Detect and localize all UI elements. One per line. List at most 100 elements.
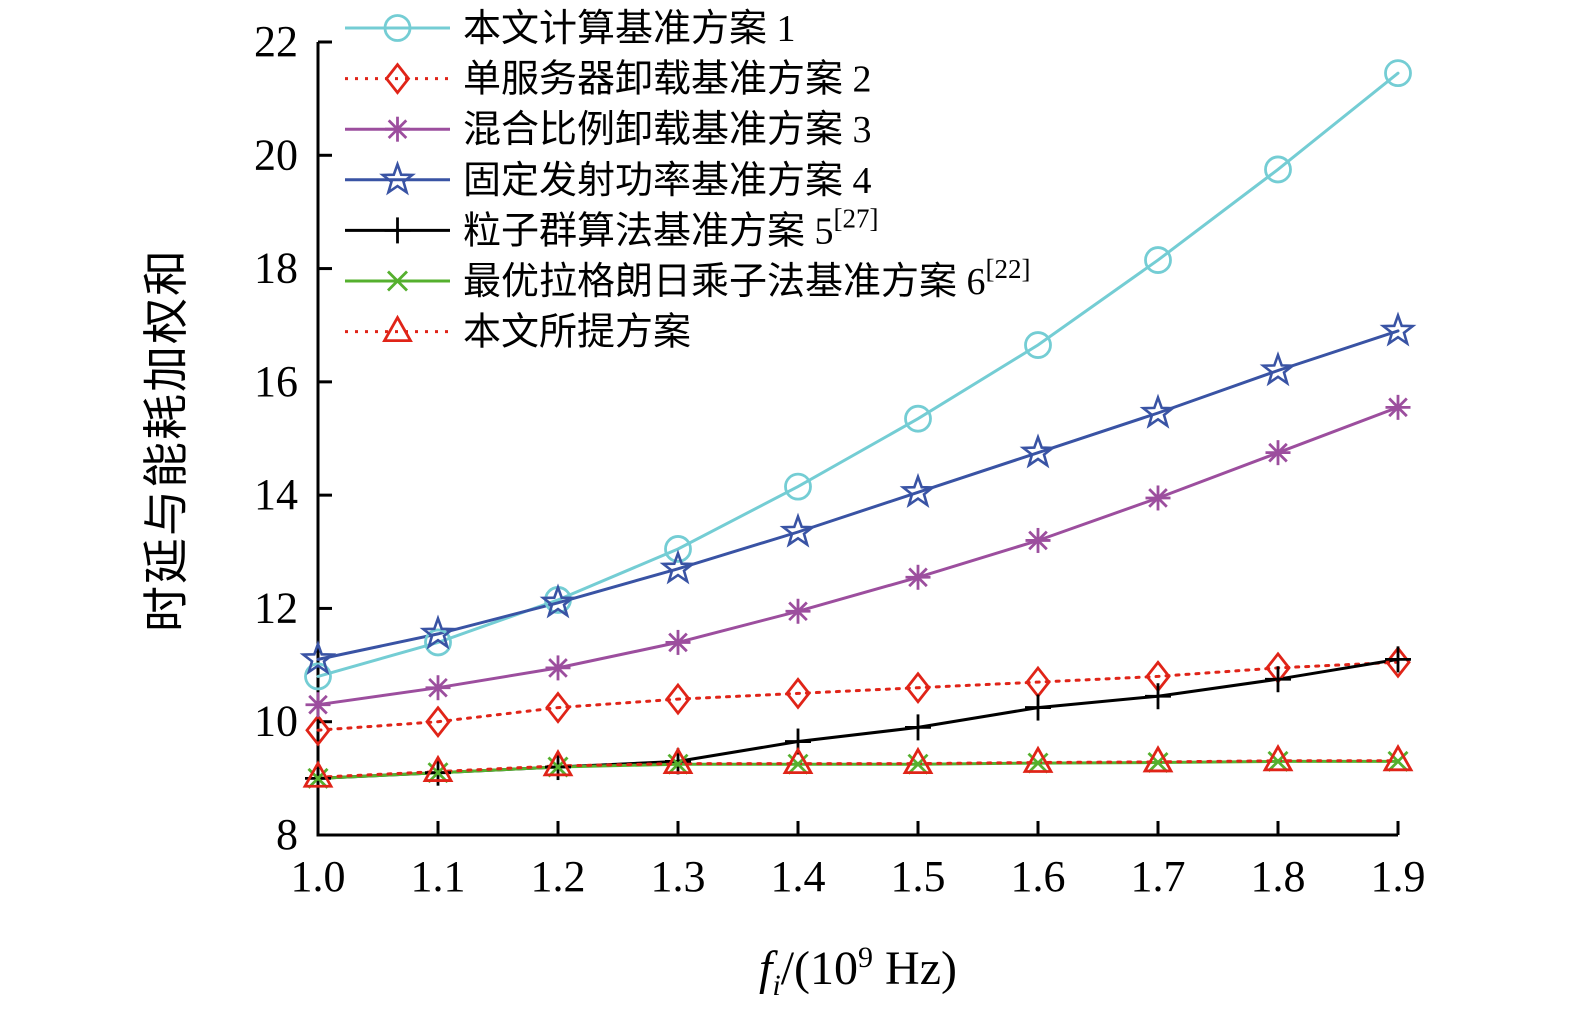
asterisk-marker: [1265, 440, 1291, 466]
diamond-marker: [905, 671, 931, 704]
y-tick-label: 16: [254, 357, 298, 406]
star-marker: [379, 160, 416, 196]
x-tick-label: 1.8: [1251, 852, 1306, 901]
x-axis-title: fi/(109 Hz): [759, 941, 957, 1003]
x-marker: [387, 270, 408, 292]
diamond-marker: [425, 705, 451, 738]
legend-entry: 混合比例卸载基准方案 3: [345, 109, 872, 151]
legend-entry: 最优拉格朗日乘子法基准方案 6[22]: [345, 254, 1031, 303]
triangle-marker: [1382, 743, 1414, 772]
triangle-marker: [1022, 745, 1054, 773]
asterisk-marker: [305, 692, 331, 718]
triangle-marker: [422, 754, 454, 782]
legend-entry: 单服务器卸载基准方案 2: [345, 59, 872, 101]
legend-entry: 本文计算基准方案 1: [345, 8, 796, 50]
plus-marker: [1145, 683, 1171, 710]
legend-label: 粒子群算法基准方案 5[27]: [463, 203, 879, 252]
legend-label: 本文所提方案: [463, 312, 691, 354]
x-tick-label: 1.5: [891, 852, 946, 901]
star-marker: [299, 640, 337, 676]
x-tick-label: 1.1: [411, 852, 466, 901]
x-tick-label: 1.6: [1011, 852, 1066, 901]
star-marker: [659, 549, 697, 585]
y-tick-label: 12: [254, 583, 298, 632]
circle-marker: [304, 662, 332, 691]
asterisk-marker: [1145, 485, 1171, 511]
triangle-marker: [382, 314, 413, 342]
x-marker: [1267, 750, 1289, 772]
series-line: [316, 329, 1400, 661]
x-tick-label: 1.4: [771, 852, 826, 901]
legend-label: 本文计算基准方案 1: [463, 8, 796, 50]
x-marker: [907, 753, 929, 775]
series-line: [316, 660, 1400, 732]
diamond-marker: [305, 713, 331, 747]
x-marker: [1387, 750, 1409, 772]
legend-label: 最优拉格朗日乘子法基准方案 6[22]: [463, 254, 1031, 303]
legend-entry: 固定发射功率基准方案 4: [345, 160, 872, 202]
triangle-marker: [1262, 743, 1294, 772]
asterisk-marker: [905, 564, 931, 590]
legend-entry: 粒子群算法基准方案 5[27]: [345, 203, 879, 252]
x-axis-title-mid: /(10: [780, 942, 859, 996]
y-tick-label: 22: [254, 17, 298, 66]
y-axis-title: 时延与能耗加权和: [141, 248, 192, 632]
x-tick-label: 1.3: [651, 852, 706, 901]
plus-marker: [1265, 666, 1291, 693]
triangle-marker: [542, 749, 574, 777]
legend-label-superscript: [22]: [986, 254, 1031, 284]
circle-marker: [424, 628, 452, 657]
circle-marker: [1144, 246, 1172, 274]
star-marker: [899, 472, 937, 509]
legend-label: 单服务器卸载基准方案 2: [463, 59, 872, 101]
x-marker: [1027, 752, 1049, 774]
circle-marker: [383, 14, 412, 42]
x-axis-title-unit: Hz): [873, 942, 957, 996]
circle-marker: [784, 472, 812, 501]
asterisk-marker: [665, 629, 691, 655]
series-line: [316, 71, 1400, 678]
circle-marker: [904, 404, 932, 433]
y-tick-label: 8: [276, 810, 298, 859]
legend-label: 混合比例卸载基准方案 3: [463, 109, 872, 151]
triangle-marker: [302, 760, 334, 788]
plus-marker: [665, 748, 691, 775]
plus-marker: [1025, 694, 1051, 721]
triangle-marker: [662, 746, 694, 775]
triangle-marker: [1142, 745, 1174, 773]
x-tick-label: 1.2: [531, 852, 586, 901]
legend-label: 固定发射功率基准方案 4: [463, 160, 872, 202]
diamond-marker: [545, 691, 571, 724]
plus-marker: [384, 217, 411, 244]
x-axis-title-superscript: 9: [858, 941, 874, 975]
x-marker: [1147, 752, 1169, 773]
asterisk-marker: [1385, 394, 1411, 420]
x-marker: [787, 753, 809, 775]
x-tick-label: 1.9: [1371, 852, 1426, 901]
star-marker: [779, 512, 817, 548]
star-marker: [1019, 433, 1057, 469]
star-marker: [1139, 393, 1177, 429]
x-tick-label: 1.0: [291, 852, 346, 901]
x-axis-title-symbol: f: [759, 942, 773, 996]
x-axis-title-subscript: i: [772, 968, 781, 1002]
asterisk-marker: [425, 675, 451, 701]
y-tick-label: 20: [254, 130, 298, 179]
triangle-marker: [782, 746, 814, 775]
x-marker: [667, 753, 689, 775]
circle-marker: [664, 535, 692, 563]
circle-marker: [1264, 155, 1292, 184]
series-line: [316, 759, 1400, 779]
star-marker: [539, 583, 577, 619]
y-tick-label: 18: [254, 244, 298, 293]
asterisk-marker: [545, 655, 571, 681]
asterisk-marker: [1025, 527, 1051, 553]
star-marker: [1379, 311, 1417, 347]
legend-label-superscript: [27]: [834, 203, 879, 233]
diamond-marker: [785, 677, 811, 710]
star-marker: [1259, 351, 1297, 387]
plus-marker: [1385, 646, 1411, 673]
asterisk-marker: [385, 116, 410, 142]
